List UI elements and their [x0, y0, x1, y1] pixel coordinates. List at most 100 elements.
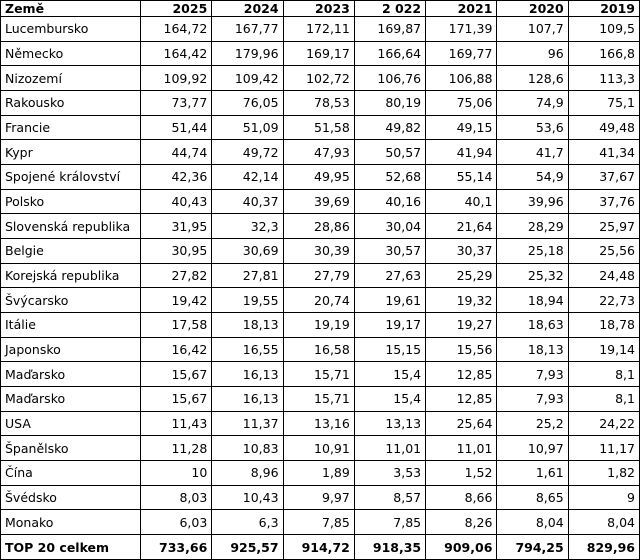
value-cell: 11,01 — [353, 435, 427, 462]
value-cell: 15,71 — [282, 386, 355, 412]
total-value: 794,25 — [496, 534, 569, 560]
value-cell: 16,13 — [211, 361, 284, 388]
value-cell: 78,53 — [282, 90, 355, 116]
value-cell: 1,89 — [282, 460, 355, 486]
table-row: Rakousko 73,77 76,05 78,53 80,19 75,06 74,9 75,… — [0, 90, 640, 116]
value-cell: 16,55 — [211, 336, 284, 363]
value-cell: 31,95 — [139, 213, 213, 240]
value-cell: 49,48 — [567, 114, 640, 141]
table-row: Belgie 30,95 30,69 30,39 30,57 30,37 25,18 25,5… — [0, 238, 640, 264]
table-row: Kypr 44,74 49,72 47,93 50,57 41,94 41,7 41,34 — [0, 139, 640, 166]
table-row: Japonsko 16,42 16,55 16,58 15,15 15,56 18,13 19… — [0, 336, 640, 363]
country-cell: Monako — [0, 509, 141, 536]
value-cell: 128,6 — [496, 65, 569, 92]
value-cell: 30,69 — [211, 238, 284, 264]
value-cell: 27,63 — [353, 262, 427, 289]
value-cell: 6,3 — [211, 509, 284, 536]
value-cell: 32,3 — [211, 213, 284, 240]
value-cell: 49,72 — [211, 139, 284, 166]
value-cell: 30,04 — [353, 213, 427, 240]
total-row: TOP 20 celkem 733,66 925,57 914,72 918,35 909… — [0, 534, 640, 560]
value-cell: 16,58 — [282, 336, 355, 363]
value-cell: 1,82 — [567, 460, 640, 486]
value-cell: 16,13 — [211, 386, 284, 412]
total-value: 914,72 — [282, 534, 355, 560]
country-cell: Španělsko — [0, 435, 141, 462]
value-cell: 106,76 — [353, 65, 427, 92]
value-cell: 109,92 — [139, 65, 213, 92]
value-cell: 27,81 — [211, 262, 284, 289]
country-cell: Francie — [0, 114, 141, 141]
table-row: Itálie 17,58 18,13 19,19 19,17 19,27 18,63 18,7… — [0, 312, 640, 338]
value-cell: 15,56 — [425, 336, 498, 363]
value-cell: 19,61 — [353, 287, 427, 314]
value-cell: 30,57 — [353, 238, 427, 264]
country-cell: Nizozemí — [0, 65, 141, 92]
value-cell: 41,94 — [425, 139, 498, 166]
value-cell: 7,85 — [353, 509, 427, 536]
value-cell: 9 — [567, 484, 640, 511]
value-cell: 11,01 — [425, 435, 498, 462]
value-cell: 15,4 — [353, 386, 427, 412]
value-cell: 107,7 — [496, 16, 569, 42]
value-cell: 74,9 — [496, 90, 569, 116]
table-row: USA 11,43 11,37 13,16 13,13 25,64 25,2 24,22 — [0, 410, 640, 437]
value-cell: 19,19 — [282, 312, 355, 338]
value-cell: 18,94 — [496, 287, 569, 314]
value-cell: 169,77 — [425, 40, 498, 67]
value-cell: 15,67 — [139, 386, 213, 412]
value-cell: 8,66 — [425, 484, 498, 511]
header-cell: 2024 — [211, 0, 284, 17]
country-cell: Německo — [0, 40, 141, 67]
value-cell: 9,97 — [282, 484, 355, 511]
country-cell: USA — [0, 410, 141, 437]
value-cell: 20,74 — [282, 287, 355, 314]
value-cell: 7,85 — [282, 509, 355, 536]
country-cell: Maďarsko — [0, 386, 141, 412]
value-cell: 8,65 — [496, 484, 569, 511]
table-body: Lucembursko 164,72 167,77 172,11 169,87 171,3… — [0, 16, 640, 560]
value-cell: 18,63 — [496, 312, 569, 338]
country-cell: Maďarsko — [0, 361, 141, 388]
value-cell: 10,97 — [496, 435, 569, 462]
total-label: TOP 20 celkem — [0, 534, 141, 560]
value-cell: 169,17 — [282, 40, 355, 67]
value-cell: 25,18 — [496, 238, 569, 264]
value-cell: 80,19 — [353, 90, 427, 116]
value-cell: 21,64 — [425, 213, 498, 240]
value-cell: 8,96 — [211, 460, 284, 486]
value-cell: 13,16 — [282, 410, 355, 437]
table-row: Maďarsko 15,67 16,13 15,71 15,4 12,85 7,93 8,1 — [0, 386, 640, 412]
value-cell: 30,37 — [425, 238, 498, 264]
value-cell: 164,42 — [139, 40, 213, 67]
value-cell: 109,5 — [567, 16, 640, 42]
value-cell: 49,82 — [353, 114, 427, 141]
value-cell: 106,88 — [425, 65, 498, 92]
table-row: Francie 51,44 51,09 51,58 49,82 49,15 53,6 49,4… — [0, 114, 640, 141]
value-cell: 25,2 — [496, 410, 569, 437]
value-cell: 11,37 — [211, 410, 284, 437]
table-row: Monako 6,03 6,3 7,85 7,85 8,26 8,04 8,04 — [0, 509, 640, 536]
value-cell: 54,9 — [496, 164, 569, 190]
value-cell: 15,71 — [282, 361, 355, 388]
header-cell: 2023 — [282, 0, 355, 17]
value-cell: 10 — [139, 460, 213, 486]
country-cell: Lucembursko — [0, 16, 141, 42]
value-cell: 73,77 — [139, 90, 213, 116]
value-cell: 41,34 — [567, 139, 640, 166]
value-cell: 22,73 — [567, 287, 640, 314]
value-cell: 47,93 — [282, 139, 355, 166]
country-cell: Švýcarsko — [0, 287, 141, 314]
value-cell: 75,1 — [567, 90, 640, 116]
value-cell: 51,58 — [282, 114, 355, 141]
value-cell: 42,14 — [211, 164, 284, 190]
value-cell: 18,13 — [496, 336, 569, 363]
value-cell: 12,85 — [425, 386, 498, 412]
value-cell: 49,95 — [282, 164, 355, 190]
table-row: Slovenská republika 31,95 32,3 28,86 30,04 21… — [0, 213, 640, 240]
value-cell: 24,22 — [567, 410, 640, 437]
country-cell: Korejská republika — [0, 262, 141, 289]
value-cell: 8,1 — [567, 386, 640, 412]
value-cell: 40,1 — [425, 188, 498, 215]
country-cell: Belgie — [0, 238, 141, 264]
